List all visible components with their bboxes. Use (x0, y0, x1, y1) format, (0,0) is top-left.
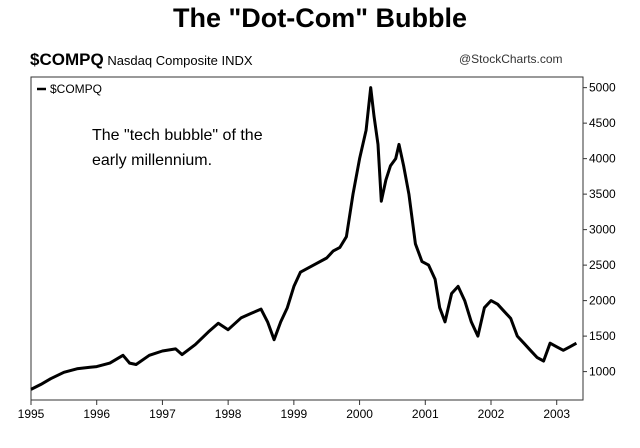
y-tick-label: 4000 (589, 152, 616, 166)
y-tick-label: 2000 (589, 294, 616, 308)
y-tick-label: 3500 (589, 187, 616, 201)
y-tick-label: 1500 (589, 329, 616, 343)
plot-frame (30, 76, 584, 401)
y-tick-label: 2500 (589, 258, 616, 272)
x-tick-label: 2000 (346, 407, 373, 421)
y-axis: 1000 1500 2000 2500 3000 3500 4000 4500 5000 (583, 81, 616, 379)
y-tick-label: 4500 (589, 116, 616, 130)
ticker-header: $COMPQ Nasdaq Composite INDX (30, 50, 253, 70)
compq-price-line (30, 86, 578, 391)
annotation-line-2: early millennium. (92, 152, 212, 169)
x-tick-label: 1995 (18, 407, 45, 421)
legend: $COMPQ (37, 82, 102, 96)
y-tick-label: 3000 (589, 223, 616, 237)
y-tick-label: 5000 (589, 81, 616, 95)
x-tick-label: 2002 (478, 407, 505, 421)
page-title: The "Dot-Com" Bubble (172, 3, 468, 33)
y-tick-label: 1000 (589, 365, 616, 379)
legend-label: $COMPQ (50, 82, 102, 96)
index-name: Nasdaq Composite (107, 53, 218, 68)
stockcharts-credit: @StockCharts.com (459, 52, 563, 66)
x-axis: 1995 1996 1997 1998 1999 2000 2001 2002 2003 (18, 400, 570, 421)
x-tick-label: 2003 (543, 407, 570, 421)
annotation-line-1: The "tech bubble" of the (92, 127, 263, 144)
x-tick-label: 1999 (281, 407, 308, 421)
ticker-symbol: $COMPQ (30, 50, 104, 69)
exchange-label: INDX (221, 53, 253, 68)
x-tick-label: 2001 (412, 407, 439, 421)
x-tick-label: 1996 (83, 407, 110, 421)
x-tick-label: 1998 (215, 407, 242, 421)
x-tick-label: 1997 (149, 407, 176, 421)
